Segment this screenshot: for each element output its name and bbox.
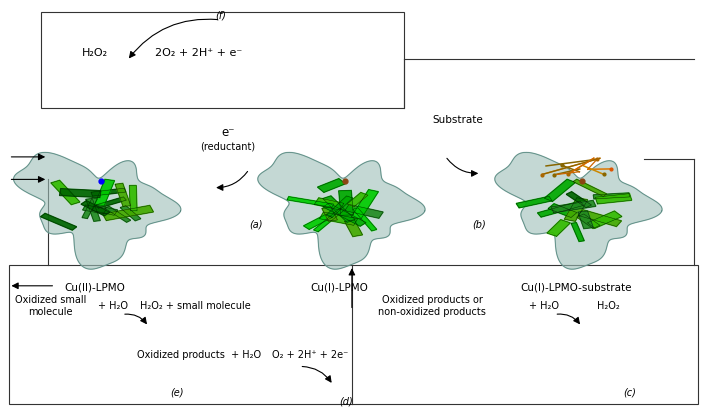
Polygon shape (14, 152, 181, 269)
Polygon shape (566, 192, 591, 208)
Polygon shape (40, 213, 76, 230)
Text: O₂ + 2H⁺ + 2e⁻: O₂ + 2H⁺ + 2e⁻ (272, 350, 348, 360)
Polygon shape (323, 203, 366, 226)
Text: e⁻: e⁻ (221, 126, 234, 139)
Text: Cu(I)-LPMO-substrate: Cu(I)-LPMO-substrate (521, 283, 632, 293)
Text: Substrate: Substrate (432, 115, 483, 125)
Polygon shape (96, 197, 126, 208)
Polygon shape (120, 206, 141, 221)
Polygon shape (345, 204, 383, 218)
Polygon shape (544, 179, 575, 201)
Polygon shape (86, 199, 100, 221)
Polygon shape (92, 205, 118, 215)
Polygon shape (51, 180, 80, 205)
Polygon shape (577, 214, 600, 229)
Polygon shape (287, 197, 334, 207)
Polygon shape (347, 192, 368, 207)
Polygon shape (130, 185, 137, 211)
Text: + H₂O: + H₂O (98, 301, 128, 311)
Polygon shape (94, 179, 115, 206)
Polygon shape (83, 205, 106, 214)
Polygon shape (573, 179, 607, 197)
Polygon shape (102, 206, 154, 220)
Text: Oxidized products  + H₂O: Oxidized products + H₂O (137, 350, 261, 360)
Bar (41, 12, 404, 108)
Polygon shape (322, 207, 337, 221)
Polygon shape (314, 208, 344, 232)
Text: Cu(I)-LPMO: Cu(I)-LPMO (310, 283, 368, 293)
Polygon shape (91, 188, 125, 196)
Polygon shape (351, 190, 379, 219)
Polygon shape (596, 194, 632, 204)
Polygon shape (516, 197, 552, 208)
Text: (e): (e) (171, 387, 184, 397)
Polygon shape (588, 211, 622, 228)
Bar (9, 265, 698, 405)
Text: H₂O₂: H₂O₂ (597, 301, 619, 311)
Polygon shape (593, 193, 629, 199)
Text: H₂O₂ + small molecule: H₂O₂ + small molecule (140, 301, 251, 311)
Polygon shape (82, 198, 97, 218)
Polygon shape (326, 196, 353, 218)
Text: (f): (f) (215, 10, 226, 20)
Polygon shape (495, 152, 662, 269)
Polygon shape (565, 198, 588, 221)
Polygon shape (339, 190, 353, 215)
Polygon shape (314, 198, 344, 210)
Polygon shape (548, 204, 577, 218)
Text: Oxidized products or
non-oxidized products: Oxidized products or non-oxidized produc… (379, 295, 486, 317)
Polygon shape (547, 220, 570, 236)
Polygon shape (317, 179, 345, 192)
Polygon shape (60, 189, 101, 197)
Polygon shape (258, 152, 425, 269)
Text: (a): (a) (249, 220, 263, 229)
Polygon shape (578, 210, 622, 227)
Text: (reductant): (reductant) (200, 142, 255, 152)
Text: + H₂O: + H₂O (528, 301, 559, 311)
Polygon shape (537, 201, 583, 217)
Polygon shape (81, 201, 110, 216)
Polygon shape (353, 208, 377, 231)
Text: (d): (d) (340, 396, 353, 407)
Polygon shape (578, 211, 593, 229)
Text: H₂O₂: H₂O₂ (81, 47, 108, 58)
Text: 2O₂ + 2H⁺ + e⁻: 2O₂ + 2H⁺ + e⁻ (155, 47, 242, 58)
Polygon shape (551, 201, 596, 213)
Polygon shape (571, 222, 584, 241)
Polygon shape (105, 206, 131, 222)
Text: (c): (c) (624, 387, 636, 397)
Polygon shape (319, 212, 358, 225)
Text: (b): (b) (472, 220, 486, 229)
Text: Oxidized small
molecule: Oxidized small molecule (14, 295, 86, 317)
Polygon shape (345, 220, 363, 236)
Polygon shape (304, 214, 332, 229)
Polygon shape (323, 196, 355, 222)
Text: Cu(II)-LPMO: Cu(II)-LPMO (64, 283, 125, 293)
Polygon shape (115, 183, 131, 206)
